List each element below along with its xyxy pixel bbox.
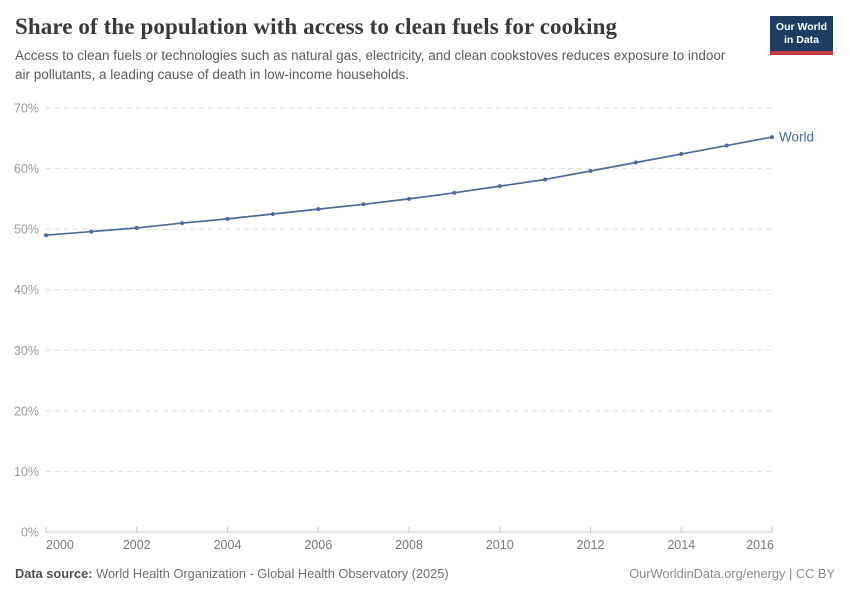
y-tick-label: 70% — [14, 102, 39, 116]
owid-logo-line2: in Data — [783, 34, 819, 47]
x-tick-label: 2014 — [667, 538, 695, 552]
y-tick-label: 0% — [21, 526, 39, 540]
attribution-link[interactable]: OurWorldinData.org/energy | CC BY — [629, 566, 835, 581]
data-point — [361, 202, 366, 207]
owid-logo: Our World in Data — [770, 16, 833, 56]
chart-subtitle: Access to clean fuels or technologies su… — [15, 48, 726, 83]
data-point — [225, 216, 230, 221]
x-tick-label: 2006 — [304, 538, 332, 552]
y-tick-label: 20% — [14, 404, 39, 418]
data-point — [89, 229, 94, 234]
series-end-label: World — [779, 130, 814, 145]
data-point — [724, 143, 729, 148]
x-tick-label: 2012 — [577, 538, 605, 552]
data-point — [407, 196, 411, 201]
series-line — [45, 136, 773, 237]
data-point — [770, 135, 774, 140]
data-point — [633, 160, 638, 165]
x-tick-label: 2008 — [395, 538, 423, 552]
chart-footer: Data source: World Health Organization -… — [15, 566, 835, 581]
y-tick-label: 30% — [14, 344, 39, 358]
data-point — [497, 184, 502, 189]
x-tick-label: 2010 — [486, 538, 514, 552]
data-source-link[interactable]: World Health Organization - Global Healt… — [96, 566, 449, 581]
data-point — [452, 190, 457, 195]
page-title: Share of the population with access to c… — [15, 14, 618, 39]
data-point — [316, 207, 321, 212]
owid-logo-line1: Our World — [775, 21, 828, 33]
data-source: Data source: World Health Organization -… — [15, 566, 449, 581]
x-tick-label: 2002 — [123, 538, 151, 552]
data-point — [134, 225, 139, 230]
data-point — [180, 221, 185, 226]
data-point — [44, 233, 48, 238]
data-point — [588, 168, 593, 173]
data-source-label: Data source: — [15, 566, 93, 581]
y-tick-label: 10% — [14, 465, 39, 479]
data-point — [543, 177, 548, 182]
x-tick-label: 2000 — [46, 538, 74, 552]
data-point — [679, 152, 684, 157]
chart-header: Share of the population with access to c… — [15, 14, 835, 85]
y-tick-label: 50% — [14, 223, 39, 237]
y-tick-label: 60% — [14, 162, 39, 176]
data-point — [270, 212, 275, 216]
x-tick-label: 2016 — [746, 538, 774, 552]
y-tick-label: 40% — [14, 283, 39, 297]
x-tick-label: 2004 — [214, 538, 242, 552]
